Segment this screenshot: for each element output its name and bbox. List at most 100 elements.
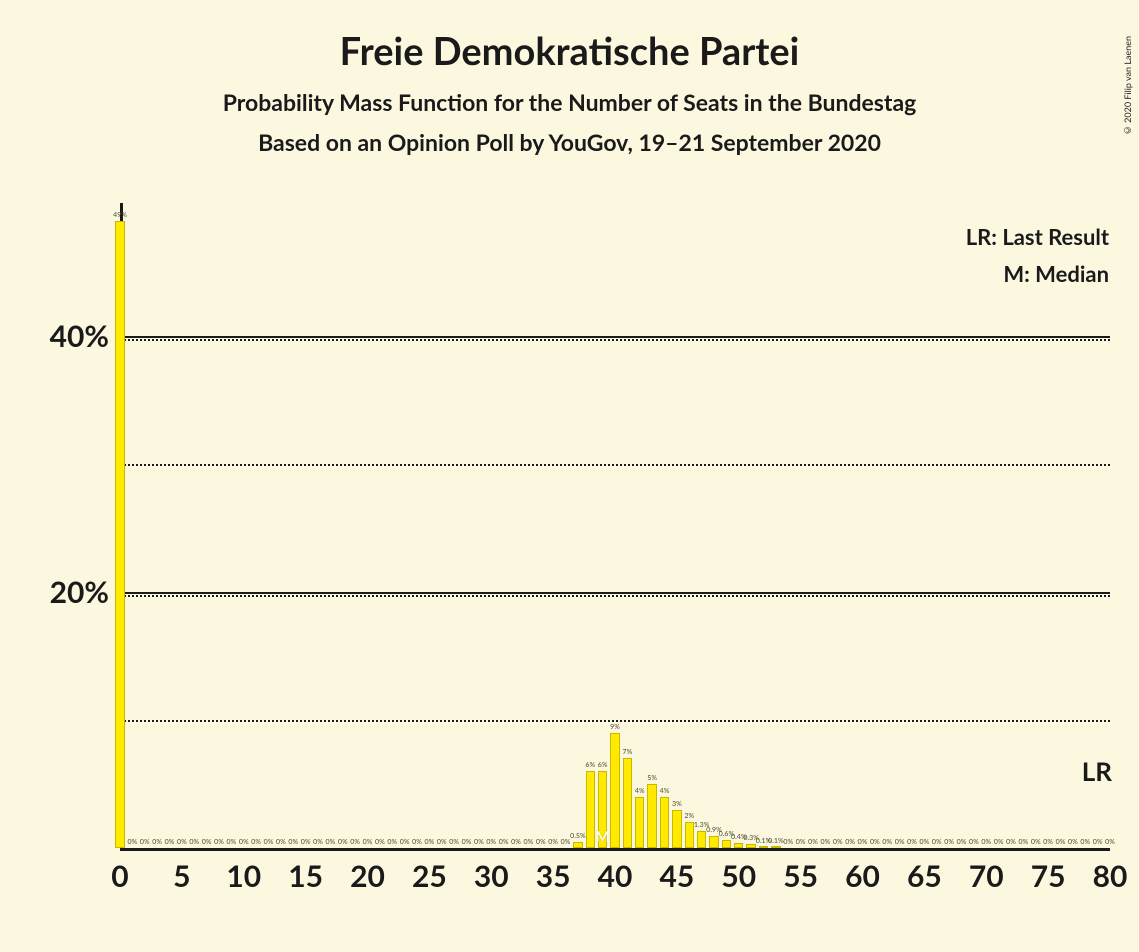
gridline-minor: [120, 464, 1110, 466]
x-tick-label: 65: [907, 858, 942, 894]
x-axis: [120, 848, 1110, 851]
lr-marker: LR: [1082, 755, 1112, 787]
bar-value-label: 0%: [1105, 838, 1115, 846]
bar-value-label: 0%: [1068, 838, 1078, 846]
bar-value-label: 7%: [623, 748, 633, 756]
bar-value-label: 0%: [264, 838, 274, 846]
bar-value-label: 0%: [981, 838, 991, 846]
bar-value-label: 0%: [375, 838, 385, 846]
bar: [647, 784, 656, 848]
bar: [115, 221, 124, 848]
x-tick-label: 35: [536, 858, 571, 894]
bar-value-label: 0%: [524, 838, 534, 846]
bar-value-label: 4%: [635, 787, 645, 795]
bar-value-label: 0%: [808, 838, 818, 846]
bar-value-label: 0%: [1043, 838, 1053, 846]
bar-value-label: 0%: [796, 838, 806, 846]
bar-value-label: 6%: [585, 761, 595, 769]
x-tick-label: 60: [845, 858, 880, 894]
bar: [771, 846, 780, 848]
bar-value-label: 0%: [920, 838, 930, 846]
chart-title: Freie Demokratische Partei: [0, 28, 1139, 74]
bar: [586, 771, 595, 848]
bar-value-label: 0%: [870, 838, 880, 846]
bar: [685, 822, 694, 848]
x-tick-label: 10: [226, 858, 261, 894]
bar: [623, 758, 632, 848]
bar: [660, 797, 669, 848]
bar-value-label: 0%: [313, 838, 323, 846]
bar-value-label: 0%: [1019, 838, 1029, 846]
bar-value-label: 0%: [288, 838, 298, 846]
bar-value-label: 0%: [140, 838, 150, 846]
x-tick-label: 5: [173, 858, 190, 894]
bar-value-label: 0%: [821, 838, 831, 846]
y-tick-label: 40%: [9, 318, 109, 354]
bar-value-label: 0%: [202, 838, 212, 846]
x-tick-label: 30: [474, 858, 509, 894]
x-tick-label: 70: [969, 858, 1004, 894]
bar: [734, 843, 743, 848]
bar-value-label: 0%: [177, 838, 187, 846]
bar: [697, 831, 706, 848]
bar-value-label: 0%: [548, 838, 558, 846]
bar-value-label: 0%: [845, 838, 855, 846]
bar: [722, 840, 731, 848]
bar-value-label: 0%: [301, 838, 311, 846]
x-tick-label: 55: [783, 858, 818, 894]
bar-value-label: 0%: [882, 838, 892, 846]
bar-value-label: 0%: [1006, 838, 1016, 846]
chart-subtitle-2: Based on an Opinion Poll by YouGov, 19–2…: [0, 128, 1139, 156]
bar: [610, 733, 619, 848]
bar-value-label: 0%: [957, 838, 967, 846]
bar-value-label: 3%: [672, 800, 682, 808]
bar: [635, 797, 644, 848]
gridline-minor: [120, 720, 1110, 722]
x-tick-label: 75: [1031, 858, 1066, 894]
bar-value-label: 0%: [486, 838, 496, 846]
bar-value-label: 0%: [858, 838, 868, 846]
bar-value-label: 0%: [251, 838, 261, 846]
bar: [759, 846, 768, 848]
bar-value-label: 0%: [276, 838, 286, 846]
x-tick-label: 40: [598, 858, 633, 894]
bar-value-label: 0%: [350, 838, 360, 846]
bar-value-label: 0%: [462, 838, 472, 846]
bar-value-label: 5%: [647, 774, 657, 782]
bar-value-label: 6%: [598, 761, 608, 769]
bar-value-label: 0%: [400, 838, 410, 846]
bar-value-label: 0%: [474, 838, 484, 846]
x-tick-label: 20: [350, 858, 385, 894]
gridline-major-dotted: [120, 595, 1110, 597]
x-tick-label: 80: [1093, 858, 1128, 894]
bar-value-label: 9%: [610, 723, 620, 731]
bar-value-label: 0%: [994, 838, 1004, 846]
bar-value-label: 0%: [511, 838, 521, 846]
bar-value-label: 0%: [326, 838, 336, 846]
bar: [709, 836, 718, 848]
bar-value-label: 0%: [783, 838, 793, 846]
bar-value-label: 0%: [536, 838, 546, 846]
x-tick-label: 45: [659, 858, 694, 894]
bar: [573, 842, 582, 848]
bar-value-label: 0%: [944, 838, 954, 846]
copyright-text: © 2020 Filip van Laenen: [1122, 36, 1133, 136]
bar: [746, 844, 755, 848]
bar-value-label: 0%: [561, 838, 571, 846]
bar-value-label: 0%: [338, 838, 348, 846]
bar-value-label: 0%: [1056, 838, 1066, 846]
bar-value-label: 0%: [214, 838, 224, 846]
bar-value-label: 0%: [239, 838, 249, 846]
bar-value-label: 0%: [1031, 838, 1041, 846]
bar-value-label: 0%: [363, 838, 373, 846]
bar-value-label: 0%: [387, 838, 397, 846]
chart-subtitle-1: Probability Mass Function for the Number…: [0, 88, 1139, 116]
x-tick-label: 0: [111, 858, 128, 894]
bar-value-label: 0%: [165, 838, 175, 846]
bar-value-label: 0%: [449, 838, 459, 846]
bar-value-label: 0%: [227, 838, 237, 846]
bar-value-label: 49%: [113, 211, 127, 219]
bar-value-label: 0%: [895, 838, 905, 846]
bar-value-label: 0%: [833, 838, 843, 846]
x-tick-label: 25: [412, 858, 447, 894]
